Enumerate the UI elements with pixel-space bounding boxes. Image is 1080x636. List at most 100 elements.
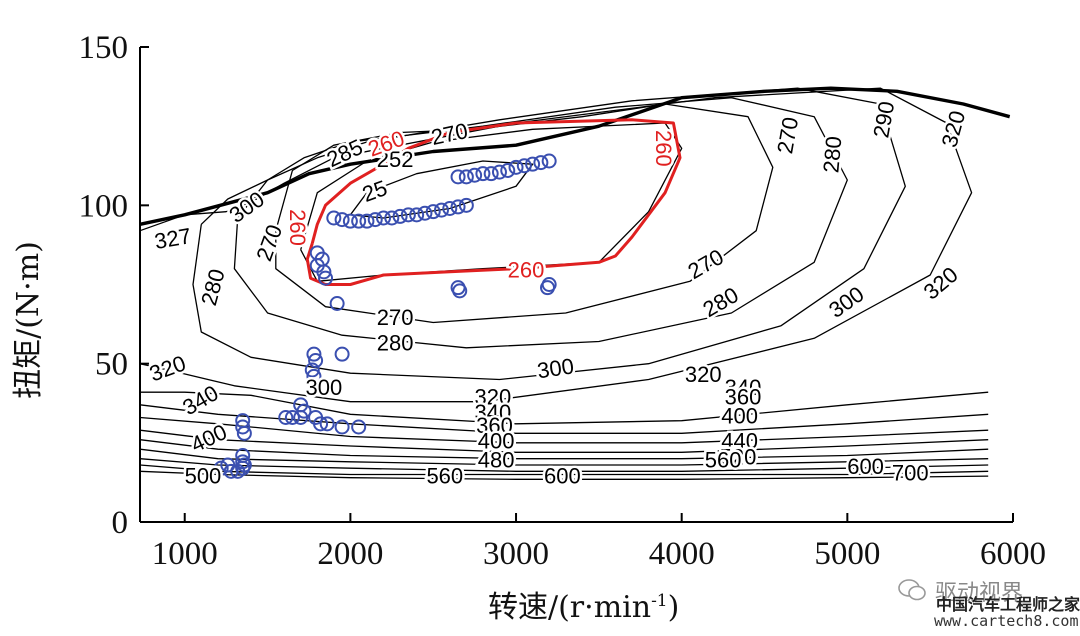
- contour-label: 25: [359, 175, 391, 207]
- operating-point: [433, 202, 449, 218]
- x-axis-title-sup: -1: [651, 591, 668, 611]
- operating-point: [351, 419, 367, 435]
- contour-label: 320: [146, 350, 189, 386]
- operating-point: [316, 264, 332, 280]
- highlight-contour-260: [305, 118, 682, 286]
- contour-line-600: [139, 464, 989, 476]
- highlight-label: 260: [285, 209, 310, 246]
- contour-label: 270: [251, 221, 287, 264]
- contour-line-440: [139, 429, 989, 453]
- highlight-label: 260: [651, 130, 676, 167]
- contour-label: 360: [725, 384, 762, 409]
- contour-label: 320: [474, 384, 511, 409]
- contour-label: 500: [185, 463, 222, 488]
- watermark-site-cn: 中国汽车工程师之家: [936, 595, 1080, 614]
- watermark-url: www.cartech8.com: [934, 612, 1079, 630]
- contour-label: 440: [721, 429, 758, 454]
- contour-label: 480: [478, 448, 515, 473]
- contour-label: 400: [478, 429, 515, 454]
- contour-lines: [139, 87, 989, 480]
- contour-label: 252: [377, 147, 414, 172]
- operating-point: [235, 419, 251, 435]
- operating-point: [500, 163, 516, 178]
- y-tick-label: 150: [79, 30, 129, 66]
- x-axis-title: 转速/(r·min-1): [488, 582, 679, 626]
- operating-point: [525, 156, 541, 172]
- operating-point: [508, 159, 524, 175]
- contour-label: 300: [536, 353, 576, 383]
- contour-label: 280: [698, 282, 742, 322]
- contour-label: 360: [476, 413, 513, 438]
- operating-point: [450, 169, 466, 185]
- contour-line-280: [233, 97, 848, 349]
- operating-point: [329, 296, 345, 311]
- operating-point: [306, 346, 322, 362]
- operating-point: [367, 212, 383, 228]
- contour-label: 600: [544, 463, 581, 488]
- contour-line-270: [275, 103, 774, 324]
- contour-label: 270: [377, 305, 414, 330]
- contour-label: 320: [685, 362, 722, 387]
- operating-point: [351, 213, 367, 229]
- contour-label: 340: [725, 375, 762, 400]
- operating-point: [442, 201, 458, 216]
- operating-point: [417, 205, 433, 221]
- operating-points: [213, 153, 557, 479]
- operating-point: [334, 346, 350, 362]
- operating-point: [384, 210, 400, 226]
- operating-point: [334, 212, 350, 228]
- operating-point: [452, 283, 468, 299]
- contour-label: 280: [377, 330, 414, 355]
- operating-point: [458, 197, 474, 213]
- contour-label: 300: [306, 375, 343, 400]
- contour-line-400: [139, 416, 989, 444]
- x-tick-label: 4000: [649, 536, 715, 572]
- operating-point: [392, 208, 408, 224]
- y-tick-label: 100: [79, 188, 129, 224]
- contour-label: 280: [818, 135, 846, 174]
- x-tick-label: 5000: [814, 536, 880, 572]
- operating-point: [306, 368, 322, 384]
- contour-line-340: [140, 391, 989, 425]
- operating-point: [334, 419, 350, 435]
- operating-point: [491, 164, 507, 180]
- contour-line-320: [139, 87, 973, 403]
- contour-label: 560: [705, 448, 742, 473]
- operating-point: [318, 270, 334, 286]
- operating-point: [450, 199, 466, 215]
- wechat-icon: [898, 579, 926, 601]
- contour-label: 340: [474, 400, 511, 425]
- y-tick-label: 50: [95, 347, 128, 383]
- operating-point: [304, 362, 320, 378]
- operating-point: [409, 207, 425, 223]
- contour-line-300: [192, 87, 906, 381]
- contour-label: 520: [720, 444, 757, 469]
- axes: 1000 2000 3000 4000 5000 6000 0 50 100 150: [79, 30, 1047, 572]
- operating-point: [319, 416, 335, 432]
- operating-point: [541, 153, 557, 169]
- operating-point: [458, 169, 474, 185]
- operating-point: [533, 155, 549, 171]
- contour-line-480: [139, 439, 989, 460]
- operating-point: [284, 410, 300, 425]
- x-tick-label: 2000: [317, 536, 383, 572]
- contour-label: 560: [426, 463, 463, 488]
- operating-point: [278, 410, 294, 425]
- operating-point: [308, 353, 324, 368]
- operating-point: [376, 210, 392, 226]
- operating-point: [220, 457, 236, 473]
- x-axis-title-end: ): [667, 590, 680, 625]
- operating-point: [483, 166, 499, 182]
- contour-label: 320: [919, 262, 963, 305]
- operating-point: [359, 213, 375, 229]
- operating-point: [236, 425, 252, 441]
- watermark-brand: 驱动视界: [935, 581, 1024, 606]
- contour-label: 290: [868, 99, 899, 140]
- y-axis-title: 扭矩/(N·m): [11, 241, 46, 399]
- x-tick-label: 3000: [483, 536, 549, 572]
- operating-point: [326, 210, 342, 226]
- contour-label: 300: [824, 281, 868, 323]
- contour-label: 327: [153, 223, 194, 254]
